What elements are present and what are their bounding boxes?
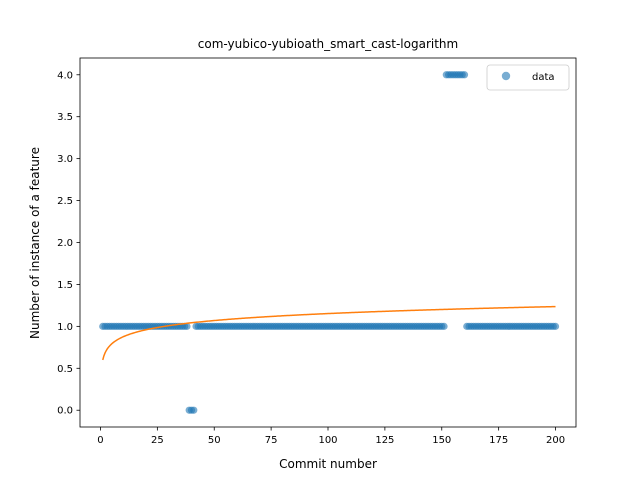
y-tick-label: 4.0 xyxy=(57,70,73,81)
axes: 0 25 50 75 100 125 150 175 200 0.0 0.5 1.0 1.5 2.0 2.5… xyxy=(57,57,577,446)
x-tick-label: 150 xyxy=(432,435,451,446)
fit-line xyxy=(102,305,556,361)
y-tick-label: 2.5 xyxy=(57,196,73,207)
data-point xyxy=(183,322,191,330)
y-tick-label: 0.0 xyxy=(57,406,73,417)
x-tick-label: 0 xyxy=(97,435,103,446)
x-tick-label: 125 xyxy=(375,435,394,446)
x-tick-label: 50 xyxy=(208,435,221,446)
x-tick-label: 25 xyxy=(151,435,164,446)
x-axis-label: Commit number xyxy=(279,457,377,471)
data-point xyxy=(460,71,469,79)
y-tick-label: 3.0 xyxy=(57,154,73,165)
x-tick-label: 100 xyxy=(318,435,337,446)
plot-background xyxy=(80,58,576,427)
x-tick-label: 75 xyxy=(265,435,278,446)
x-tick-label: 200 xyxy=(546,435,565,446)
y-tick-label: 2.0 xyxy=(57,238,73,249)
x-tick-label: 175 xyxy=(489,435,508,446)
legend-label: data xyxy=(532,72,555,83)
data-point xyxy=(440,322,448,330)
y-tick-label: 1.5 xyxy=(57,280,73,291)
data-point xyxy=(551,322,560,330)
legend: data xyxy=(486,64,570,91)
legend-marker xyxy=(501,71,511,81)
y-tick-label: 3.5 xyxy=(57,112,73,123)
legend-box xyxy=(486,64,570,91)
chart-title: com-yubico-yubioath_smart_cast-logarithm xyxy=(198,37,458,51)
data-point xyxy=(190,406,198,414)
data-layer xyxy=(99,71,560,414)
y-tick-label: 0.5 xyxy=(57,364,73,375)
plot-area xyxy=(80,58,576,427)
y-tick-label: 1.0 xyxy=(57,322,73,333)
y-axis-label: Number of instance of a feature xyxy=(28,147,42,339)
